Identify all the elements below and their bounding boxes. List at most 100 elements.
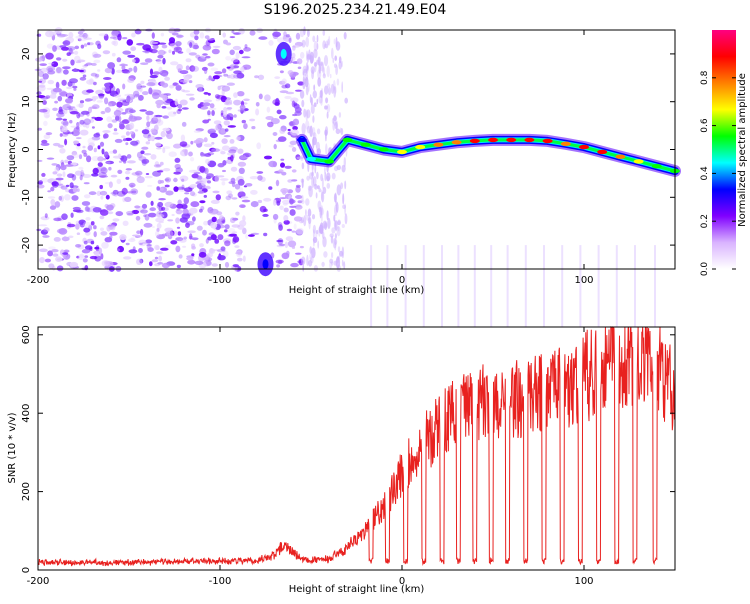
noise-blob xyxy=(279,115,287,120)
noise-blob xyxy=(237,161,247,167)
noise-blob xyxy=(53,217,62,222)
noise-blob xyxy=(82,145,86,149)
noise-blob xyxy=(78,37,88,42)
noise-blob xyxy=(78,69,85,73)
noise-blob xyxy=(242,215,246,222)
noise-blob xyxy=(179,70,189,75)
noise-blob xyxy=(52,265,56,271)
noise-blob xyxy=(106,161,111,164)
noise-blob xyxy=(182,148,189,153)
noise-blob xyxy=(59,133,63,137)
noise-blob xyxy=(333,214,336,222)
noise-blob xyxy=(326,65,330,78)
noise-blob xyxy=(93,133,101,138)
noise-blob xyxy=(154,114,163,118)
noise-blob xyxy=(231,224,241,228)
noise-blob xyxy=(161,72,168,77)
noise-blob xyxy=(170,61,179,66)
noise-blob xyxy=(130,140,139,146)
noise-blob xyxy=(140,62,149,65)
y-tick-label: -10 xyxy=(21,189,32,205)
noise-blob xyxy=(74,170,83,176)
noise-blob xyxy=(123,160,127,164)
noise-blob xyxy=(270,118,280,125)
noise-blob xyxy=(212,190,220,194)
noise-blob xyxy=(182,208,189,215)
noise-blob xyxy=(156,147,162,150)
noise-blob xyxy=(121,135,126,138)
noise-blob xyxy=(116,57,122,63)
noise-blob xyxy=(314,163,317,174)
noise-blob xyxy=(114,194,118,197)
noise-blob xyxy=(335,128,341,135)
noise-blob xyxy=(280,162,285,168)
spectral-trace xyxy=(295,133,681,177)
noise-blob xyxy=(237,257,243,262)
noise-blob xyxy=(240,196,249,199)
noise-blob xyxy=(150,200,154,206)
noise-blob xyxy=(116,69,123,73)
noise-blob xyxy=(97,69,101,72)
noise-blob xyxy=(140,150,145,154)
noise-blob xyxy=(238,28,245,35)
noise-blob xyxy=(207,236,213,241)
noise-blob xyxy=(157,262,164,265)
noise-blob xyxy=(158,66,163,74)
noise-blob xyxy=(121,65,126,70)
noise-blob xyxy=(149,74,158,79)
noise-blob xyxy=(280,125,287,132)
noise-blob xyxy=(136,42,145,46)
noise-blob xyxy=(181,107,189,110)
noise-blob xyxy=(201,181,206,186)
noise-blob xyxy=(175,41,182,47)
noise-blob xyxy=(189,65,196,72)
noise-blob xyxy=(198,251,207,258)
noise-blob xyxy=(79,119,85,125)
noise-blob xyxy=(241,119,246,124)
noise-blob xyxy=(318,227,321,237)
noise-blob xyxy=(264,94,271,102)
noise-blob xyxy=(238,49,244,55)
noise-blob xyxy=(203,143,213,148)
noise-blob xyxy=(42,235,50,238)
noise-blob xyxy=(116,248,121,252)
noise-blob xyxy=(61,236,70,242)
noise-blob xyxy=(159,161,164,166)
noise-blob xyxy=(146,184,153,187)
noise-blob xyxy=(66,86,73,90)
noise-blob xyxy=(177,34,182,39)
noise-blob xyxy=(69,119,73,124)
noise-blob xyxy=(320,205,323,215)
noise-blob xyxy=(312,90,317,99)
noise-blob xyxy=(316,34,319,43)
noise-blob xyxy=(341,259,344,267)
noise-blob xyxy=(212,75,220,80)
noise-blob xyxy=(55,256,63,262)
noise-blob xyxy=(41,177,49,183)
noise-blob xyxy=(305,120,310,130)
noise-blob xyxy=(249,30,256,36)
noise-blob xyxy=(72,187,78,193)
noise-blob xyxy=(217,234,224,241)
noise-blob xyxy=(47,250,53,257)
noise-blob xyxy=(217,85,221,91)
noise-blob xyxy=(43,227,50,233)
noise-blob xyxy=(293,102,298,106)
noise-blob xyxy=(230,166,238,172)
noise-blob xyxy=(52,107,58,112)
noise-blob xyxy=(156,252,165,255)
noise-blob xyxy=(319,206,322,219)
noise-blob xyxy=(190,191,196,197)
noise-blob xyxy=(40,229,49,235)
noise-blob xyxy=(300,51,305,59)
noise-blob xyxy=(224,261,230,268)
noise-blob xyxy=(46,65,56,72)
noise-blob xyxy=(311,164,314,175)
noise-blob xyxy=(45,52,54,60)
noise-blob xyxy=(257,74,265,81)
noise-blob xyxy=(204,153,212,157)
noise-blob xyxy=(316,98,319,105)
trace-point xyxy=(306,156,316,162)
